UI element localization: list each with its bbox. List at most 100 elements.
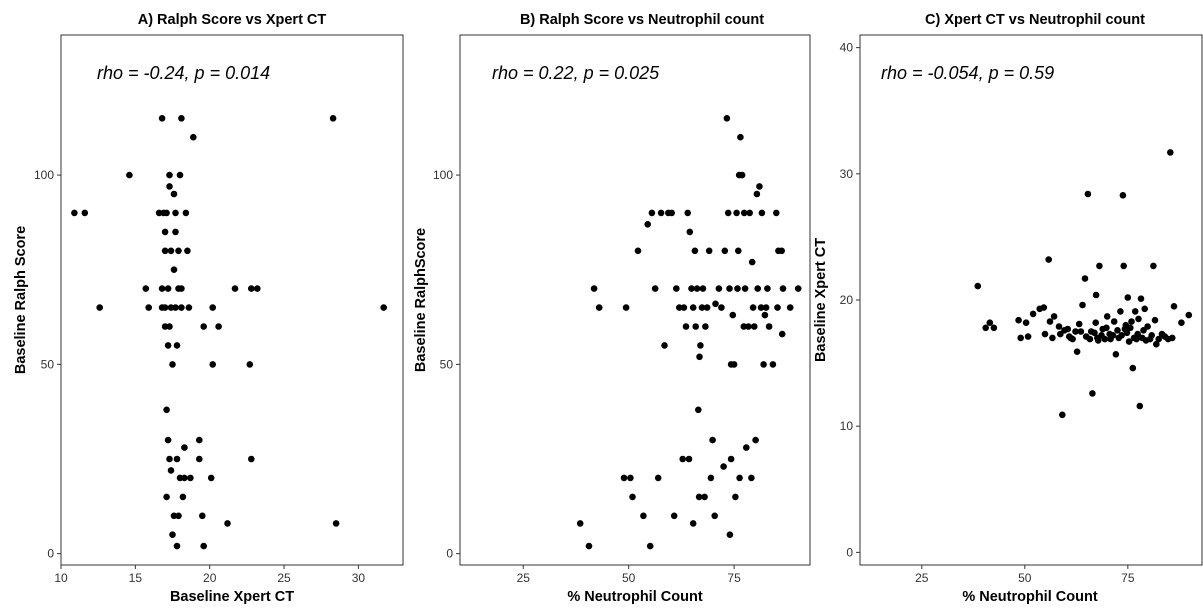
panel-c-point-13: [1046, 318, 1054, 325]
panel-b-point-31: [691, 247, 699, 255]
panel-c-point-12: [1045, 256, 1052, 263]
panel-c-point-90: [1185, 311, 1193, 319]
panel-b-point-11: [646, 542, 654, 550]
panel-a-point-15: [163, 406, 170, 414]
panel-c: C) Xpert CT vs Neutrophil count 25 50 75 0…: [813, 12, 1203, 605]
panel-b-point-8: [634, 247, 642, 255]
panel-c-point-1: [982, 324, 989, 332]
panel-c-point-63: [1128, 318, 1135, 325]
panel-b-point-61: [733, 209, 740, 217]
panel-b-point-72: [745, 323, 752, 330]
panel-b-point-18: [668, 209, 675, 217]
panel-a-point-65: [231, 285, 239, 292]
panel-b-point-34: [695, 406, 702, 414]
panel-b-point-38: [698, 304, 706, 311]
panel-c-correlation-annotation: rho = -0.054, p = 0.59: [881, 63, 1054, 83]
panel-b-point-55: [726, 531, 734, 538]
panel-b-point-10: [644, 221, 651, 228]
panel-b-point-47: [712, 300, 719, 308]
panel-c-point-35: [1091, 329, 1098, 337]
panel-a-point-24: [166, 183, 173, 190]
panel-a-point-28: [169, 361, 176, 368]
panel-a-point-20: [164, 285, 172, 292]
panel-a-point-45: [178, 304, 185, 311]
panel-b-point-94: [778, 330, 786, 338]
panel-b-point-28: [688, 285, 695, 292]
panel-c-point-15: [1050, 313, 1058, 320]
panel-b-point-77: [751, 323, 758, 330]
panel-b-point-91: [774, 304, 781, 311]
panel-a-x-tick-label-15: 15: [129, 571, 143, 585]
panel-c-point-71: [1137, 295, 1145, 303]
panel-c-point-66: [1131, 308, 1139, 315]
panel-a-point-16: [163, 493, 170, 501]
panel-a-point-26: [167, 247, 175, 255]
panel-a-point-23: [166, 171, 173, 179]
panel-b-point-79: [753, 190, 761, 198]
panel-a-x-tick-label-10: 10: [54, 571, 68, 585]
panel-a-point-62: [209, 304, 216, 311]
panel-b-y-axis-title: Baseline RalphScore: [413, 228, 429, 372]
panel-b-point-30: [689, 520, 697, 527]
panel-a-point-13: [161, 228, 169, 236]
panel-a-point-46: [178, 285, 185, 292]
panel-b-point-58: [729, 311, 737, 319]
panel-b-point-23: [680, 304, 688, 311]
panel-a-point-34: [172, 304, 179, 311]
panel-a-point-58: [200, 542, 207, 550]
panel-a-y-tick-label-0: 0: [47, 547, 54, 561]
panel-b-point-59: [730, 361, 738, 368]
panel-c-point-39: [1094, 337, 1102, 344]
panel-b-point-41: [702, 323, 709, 330]
panel-b-point-76: [749, 304, 757, 311]
panel-c-point-51: [1114, 327, 1121, 334]
panel-c-point-82: [1155, 335, 1162, 343]
panel-b-point-65: [736, 474, 743, 482]
panel-b-point-40: [701, 493, 708, 501]
panel-c-point-29: [1081, 275, 1089, 282]
panel-a-point-5: [145, 304, 152, 311]
panel-b-point-53: [724, 209, 732, 217]
panel-c-point-7: [1024, 333, 1032, 340]
panel-a-point-29: [169, 531, 176, 538]
panel-c-point-24: [1072, 328, 1079, 335]
panel-a-point-1: [81, 209, 89, 217]
panel-b-point-97: [794, 285, 802, 292]
panel-b-point-93: [778, 247, 785, 255]
panel-a-x-axis-title: Baseline Xpert CT: [170, 589, 294, 605]
panel-c-point-74: [1141, 305, 1148, 313]
panel-a-point-21: [166, 455, 173, 463]
panel-b-point-78: [752, 436, 759, 444]
panel-b-y-tick-label-100: 100: [433, 168, 453, 182]
panel-b-point-50: [720, 463, 727, 470]
panel-b-point-2: [590, 285, 598, 292]
panel-c-point-50: [1112, 351, 1120, 358]
panel-a-point-30: [170, 266, 178, 274]
panel-a-point-17: [163, 209, 170, 217]
panel-b-point-71: [743, 444, 750, 451]
panel-b-point-4: [620, 474, 628, 482]
panel-b-point-1: [585, 542, 593, 550]
panel-c-point-54: [1118, 332, 1125, 339]
panel-c-point-55: [1119, 192, 1127, 199]
panel-b-x-tick-label-25: 25: [517, 571, 531, 585]
panel-b-point-96: [786, 304, 794, 311]
panel-a-point-53: [187, 474, 194, 482]
panel-b-point-66: [737, 133, 744, 141]
panel-c-point-26: [1075, 320, 1083, 328]
panel-b-x-tick-label-50: 50: [622, 571, 636, 585]
panel-b-point-45: [709, 436, 716, 444]
panel-b-point-56: [727, 455, 735, 463]
panel-c-point-44: [1103, 324, 1110, 332]
panel-b-point-29: [689, 304, 697, 311]
panel-a-point-67: [248, 455, 255, 463]
panel-c-point-20: [1064, 325, 1071, 333]
panel-a-point-49: [181, 474, 188, 482]
panel-c-y-tick-label-10: 10: [840, 419, 854, 433]
panel-a-point-71: [332, 520, 340, 527]
panel-b-point-9: [640, 512, 647, 520]
panel-a-point-48: [181, 444, 188, 451]
panel-b-point-19: [670, 512, 678, 520]
panel-a-y-axis-title: Baseline Ralph Score: [13, 226, 29, 374]
panel-c-point-23: [1069, 335, 1076, 343]
